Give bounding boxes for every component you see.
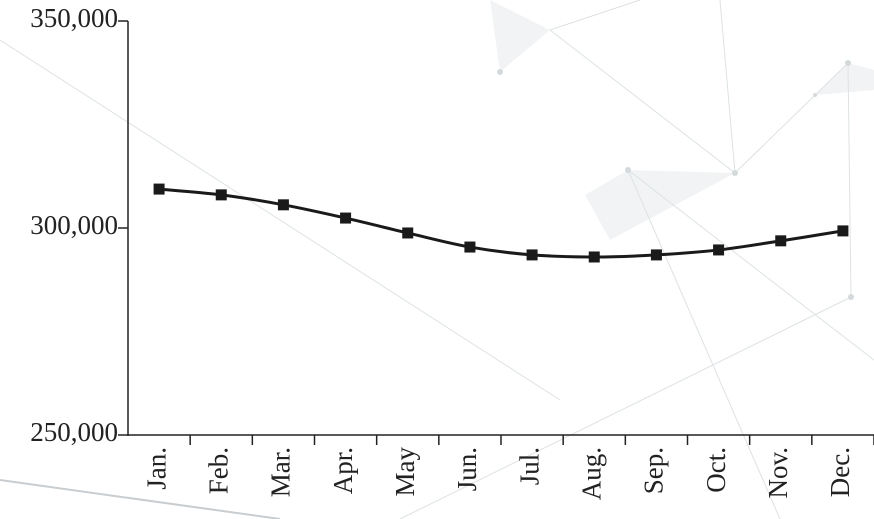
x-tick-label: Aug. xyxy=(576,447,606,500)
y-tick-label: 250,000 xyxy=(30,417,118,447)
x-tick-label: Jun. xyxy=(452,447,482,491)
marker xyxy=(589,251,600,262)
x-tick-label: Feb. xyxy=(203,447,233,494)
x-tick-label: Dec. xyxy=(825,447,855,497)
marker xyxy=(216,189,227,200)
marker xyxy=(154,184,165,195)
x-tick-label: Jan. xyxy=(141,447,171,490)
x-tick-label: May xyxy=(390,447,420,497)
x-tick-label: Oct. xyxy=(701,447,731,493)
x-tick-label: Sep. xyxy=(639,447,669,494)
chart: 250,000 300,000 350,000 Jan. Feb. Mar. Apr. May… xyxy=(0,0,874,519)
x-tick-label: Apr. xyxy=(328,447,358,494)
background-decoration xyxy=(0,0,874,519)
y-tick-label: 300,000 xyxy=(30,210,118,240)
y-tick-label: 350,000 xyxy=(30,3,118,33)
x-tick-label: Jul. xyxy=(514,447,544,485)
marker xyxy=(527,249,538,260)
line xyxy=(159,189,843,257)
marker xyxy=(651,249,662,260)
marker xyxy=(775,235,786,246)
marker xyxy=(278,199,289,210)
marker xyxy=(402,227,413,238)
marker xyxy=(837,225,848,236)
x-tick-label: Nov. xyxy=(763,447,793,499)
x-tick-label: Mar. xyxy=(266,447,296,497)
marker xyxy=(340,213,351,224)
marker xyxy=(464,242,475,253)
marker xyxy=(713,244,724,255)
